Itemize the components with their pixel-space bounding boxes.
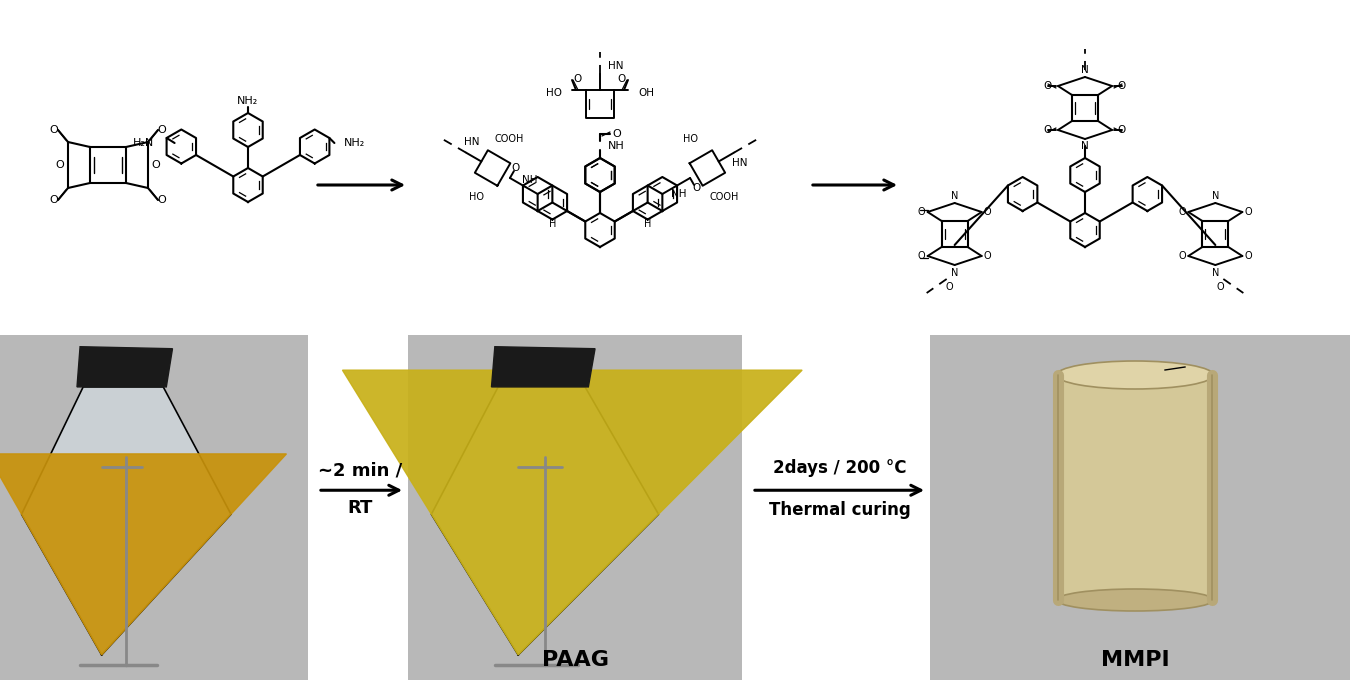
Text: O: O — [693, 184, 701, 193]
Bar — [930, 335, 1350, 680]
Text: HN: HN — [608, 61, 624, 71]
Text: OH: OH — [639, 88, 653, 98]
Text: N: N — [950, 191, 958, 201]
Bar — [0, 335, 308, 680]
Text: 2days / 200 °C: 2days / 200 °C — [774, 459, 907, 477]
Text: HN: HN — [464, 137, 479, 147]
Text: HO: HO — [468, 192, 483, 201]
Text: NH: NH — [608, 141, 625, 151]
Polygon shape — [343, 370, 802, 655]
Text: O: O — [151, 160, 161, 170]
Text: NH: NH — [671, 189, 686, 199]
Text: O: O — [50, 125, 58, 135]
Text: O: O — [158, 125, 166, 135]
Text: N: N — [1081, 65, 1089, 75]
Bar — [408, 335, 742, 680]
Text: HO: HO — [545, 88, 562, 98]
Text: N: N — [1212, 191, 1219, 201]
Text: N: N — [950, 268, 958, 278]
Text: NH: NH — [521, 175, 537, 185]
Text: O: O — [50, 195, 58, 205]
Text: O: O — [1245, 207, 1253, 217]
Text: O: O — [1216, 282, 1224, 292]
Text: O: O — [1179, 251, 1187, 261]
Text: O: O — [158, 195, 166, 205]
Text: PAAG: PAAG — [541, 650, 609, 670]
Text: N: N — [1212, 268, 1219, 278]
Ellipse shape — [1057, 361, 1214, 389]
Polygon shape — [0, 454, 286, 655]
Text: O: O — [574, 74, 582, 84]
Text: O: O — [984, 251, 991, 261]
Text: O: O — [1118, 125, 1126, 135]
Text: O: O — [1118, 81, 1126, 91]
Text: O: O — [984, 207, 991, 217]
Ellipse shape — [1057, 589, 1214, 611]
Text: O: O — [1179, 207, 1187, 217]
Text: N: N — [1081, 141, 1089, 151]
Text: O: O — [612, 129, 621, 139]
Text: HN: HN — [733, 158, 748, 168]
Text: H₂N: H₂N — [134, 138, 155, 148]
Text: O: O — [918, 207, 926, 217]
Text: O: O — [512, 163, 520, 173]
Polygon shape — [77, 347, 173, 387]
Polygon shape — [491, 347, 595, 387]
Text: H: H — [549, 219, 556, 229]
Polygon shape — [432, 387, 659, 655]
Text: RT: RT — [347, 499, 373, 517]
Text: O: O — [618, 74, 626, 84]
Text: O: O — [1044, 125, 1052, 135]
Text: O: O — [946, 282, 953, 292]
Text: ~2 min /: ~2 min / — [317, 461, 402, 479]
Text: O: O — [918, 251, 926, 261]
Text: NH₂: NH₂ — [343, 138, 364, 148]
Text: O: O — [55, 160, 65, 170]
Text: O: O — [1044, 81, 1052, 91]
Text: COOH: COOH — [494, 135, 524, 144]
Text: COOH: COOH — [709, 192, 738, 201]
Text: MMPI: MMPI — [1100, 650, 1169, 670]
Text: NH₂: NH₂ — [238, 96, 259, 106]
Text: H: H — [644, 219, 651, 229]
Text: Thermal curing: Thermal curing — [769, 501, 911, 520]
Text: O: O — [1245, 251, 1253, 261]
Polygon shape — [22, 387, 231, 655]
Text: HO: HO — [683, 135, 698, 144]
Bar — [1058, 375, 1214, 600]
